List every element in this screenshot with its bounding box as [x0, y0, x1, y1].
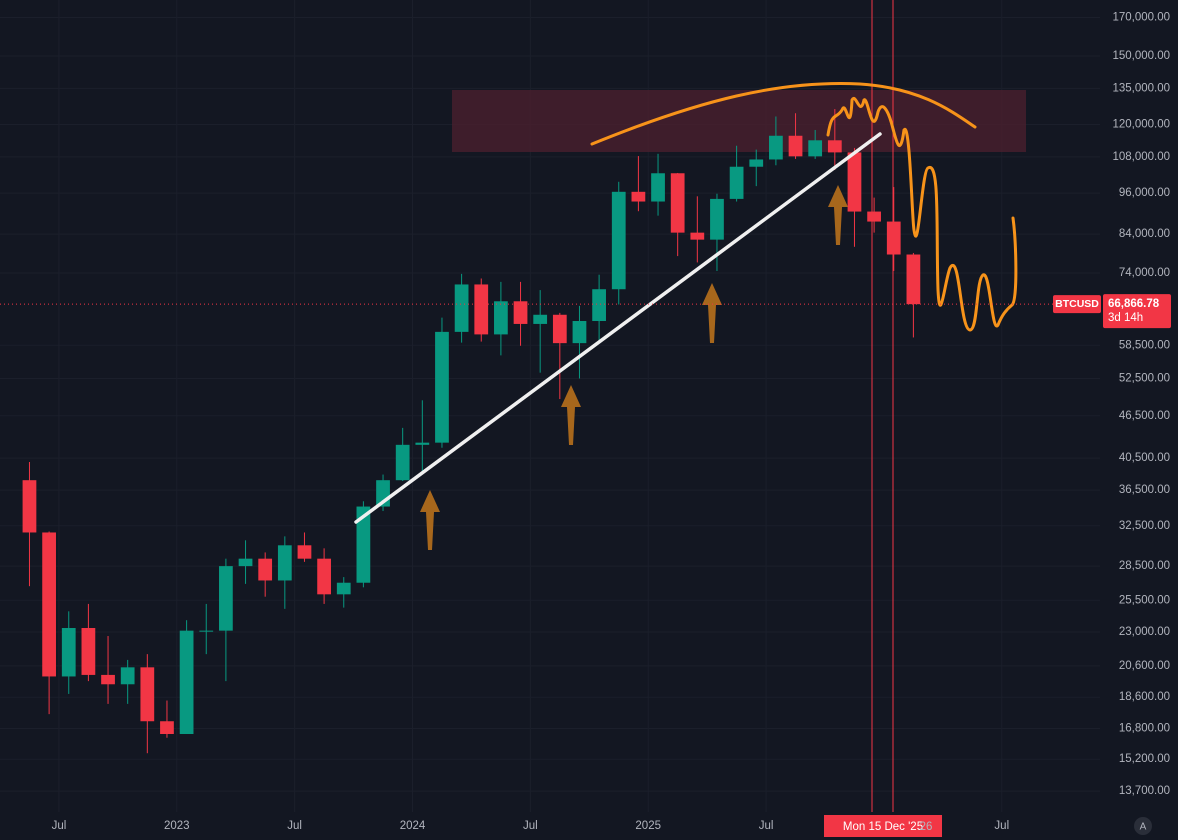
candle-body [611, 191, 626, 290]
candle-body [42, 532, 56, 677]
candle-body [690, 232, 705, 240]
y-tick-label: 13,700.00 [1119, 785, 1170, 797]
x-tick-label: 2024 [400, 820, 426, 832]
candle-body [356, 506, 371, 583]
arrow [561, 385, 581, 445]
symbol-label: BTCUSD [1055, 298, 1099, 310]
candle-body [592, 289, 606, 322]
candle-body [906, 254, 921, 305]
candle-body [238, 558, 253, 567]
candle-body [769, 135, 783, 160]
freehand-drawings [590, 82, 1018, 332]
candle-body [199, 630, 214, 632]
trendline [354, 132, 882, 524]
x-tick-label: Jul [52, 820, 67, 832]
candle-body [22, 480, 37, 533]
arrow [828, 185, 848, 245]
y-tick-label: 36,500.00 [1119, 484, 1170, 496]
candle-body [120, 667, 135, 685]
x-tick-label: Jul [994, 820, 1009, 832]
candle-body [710, 198, 724, 240]
y-tick-label: 25,500.00 [1119, 594, 1170, 606]
candle-body [297, 545, 312, 559]
candle-body [670, 173, 685, 233]
price-tag [1103, 294, 1171, 329]
candle-body [886, 221, 901, 255]
x-tick-label: Jul [759, 820, 774, 832]
y-tick-label: 96,000.00 [1119, 187, 1170, 199]
candle-body [494, 301, 508, 335]
candle-body [847, 152, 862, 212]
y-tick-label: 40,500.00 [1119, 452, 1170, 464]
price-axis-bg [1100, 0, 1178, 840]
auto-scale-button[interactable] [1134, 817, 1152, 835]
y-tick-label: 170,000.00 [1112, 12, 1170, 24]
candle-body [101, 674, 115, 685]
candle-body [454, 284, 469, 332]
candle-body [533, 314, 548, 324]
candle-body [435, 331, 449, 443]
axes: 170,000.00 150,000.00 135,000.00 120,000.00… [52, 0, 1178, 840]
x-tick-label: Jul [287, 820, 302, 832]
y-tick-label: 46,500.00 [1119, 410, 1170, 422]
x-tick-label: 2023 [164, 820, 190, 832]
y-tick-label: 84,000.00 [1119, 228, 1170, 240]
y-tick-label: 120,000.00 [1112, 119, 1170, 131]
x-tick-label: Jul [523, 820, 538, 832]
x-tick-label: 2025 [635, 820, 661, 832]
y-tick-label: 32,500.00 [1119, 520, 1170, 532]
candles [22, 109, 921, 754]
y-tick-label: 28,500.00 [1119, 560, 1170, 572]
y-tick-label: 108,000.00 [1112, 151, 1170, 163]
y-tick-label: 16,800.00 [1119, 723, 1170, 735]
candle-body [827, 140, 842, 153]
wave [826, 96, 1018, 332]
price-label: 66,866.78 [1108, 298, 1160, 310]
candle-body [474, 284, 489, 335]
candle-body [61, 628, 76, 677]
candle-body [81, 628, 96, 675]
y-tick-label: 58,500.00 [1119, 339, 1170, 351]
arrow [702, 283, 722, 343]
hidden-tick: 26 [920, 821, 933, 833]
symbol-tag [1053, 295, 1101, 314]
countdown-label: 3d 14h [1108, 312, 1143, 324]
candle-body [277, 545, 292, 581]
candle-body [160, 721, 174, 735]
candle-body [808, 140, 823, 157]
candle-body [867, 211, 881, 222]
candle-body [317, 558, 331, 595]
crosshair-time-label: Mon 15 Dec '25 [843, 821, 923, 833]
candle-body [140, 667, 155, 722]
arc [590, 82, 977, 146]
candle-body [219, 566, 233, 631]
crosshair-time-box [824, 815, 942, 837]
arrows [420, 185, 848, 550]
candle-body [729, 166, 744, 199]
candle-body [552, 314, 567, 344]
candle-body [513, 301, 528, 324]
candle-body [788, 135, 803, 157]
arrow [420, 490, 440, 550]
candle-body [572, 321, 587, 344]
candle-body [749, 159, 764, 167]
auto-scale-label: A [1140, 822, 1147, 833]
y-tick-label: 74,000.00 [1119, 267, 1170, 279]
resistance-zone [452, 90, 1026, 152]
y-tick-label: 150,000.00 [1112, 50, 1170, 62]
candle-body [395, 444, 410, 481]
y-tick-label: 20,600.00 [1119, 660, 1170, 672]
y-tick-label: 23,000.00 [1119, 626, 1170, 638]
candle-body [415, 442, 430, 445]
candle-body [631, 191, 646, 202]
y-tick-label: 52,500.00 [1119, 373, 1170, 385]
candle-body [336, 582, 351, 595]
y-tick-label: 15,200.00 [1119, 753, 1170, 765]
candle-body [258, 558, 273, 581]
y-tick-label: 18,600.00 [1119, 691, 1170, 703]
candle-body [179, 630, 194, 735]
candle-body [651, 173, 665, 202]
y-tick-label: 135,000.00 [1112, 82, 1170, 94]
